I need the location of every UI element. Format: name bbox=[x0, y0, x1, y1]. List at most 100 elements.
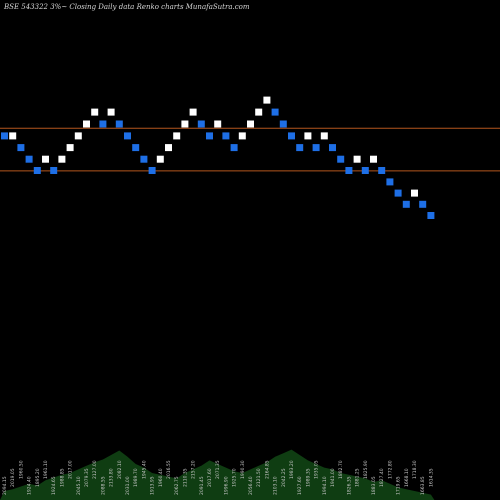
renko-brick-down bbox=[132, 144, 140, 152]
renko-brick-up bbox=[107, 108, 115, 116]
brick-price-label: 2164.85 bbox=[264, 460, 270, 479]
brick-price-label: 1924.65 bbox=[51, 476, 57, 495]
brick-price-label: 1927.60 bbox=[297, 476, 303, 495]
brick-price-label: 2088.55 bbox=[100, 476, 106, 495]
volume-area bbox=[0, 449, 435, 500]
renko-brick-down bbox=[50, 167, 58, 174]
chart-title: BSE 543322 3%~ Closing Daily data Renko … bbox=[4, 3, 250, 11]
renko-brick-down bbox=[271, 108, 279, 116]
renko-brick-up bbox=[353, 155, 361, 163]
renko-brick-up bbox=[66, 144, 74, 152]
renko-brick-up bbox=[156, 155, 164, 163]
renko-brick-down bbox=[402, 200, 410, 208]
brick-price-label: 1719.65 bbox=[396, 476, 402, 495]
renko-brick-down bbox=[288, 132, 295, 140]
brick-price-label: 1882.70 bbox=[338, 460, 344, 479]
renko-brick-down bbox=[337, 155, 345, 163]
brick-price-label: 2042.25 bbox=[281, 468, 287, 487]
renko-brick-up bbox=[411, 189, 418, 197]
renko-brick-up bbox=[9, 132, 17, 140]
brick-price-label: 2071.35 bbox=[215, 460, 221, 479]
brick-price-label: 1663.85 bbox=[420, 476, 426, 495]
brick-price-label: 2133.80 bbox=[109, 468, 115, 487]
brick-price-label: 2157.20 bbox=[191, 460, 197, 479]
renko-brick-down bbox=[206, 132, 213, 140]
renko-brick-up bbox=[42, 155, 49, 163]
renko-brick-up bbox=[74, 132, 82, 140]
brick-price-label: 1988.85 bbox=[59, 468, 65, 487]
brick-price-label: 1989.35 bbox=[305, 468, 311, 487]
renko-brick-up bbox=[181, 120, 189, 128]
brick-price-label: 2091.45 bbox=[199, 476, 205, 495]
renko-brick-down bbox=[1, 132, 8, 140]
renko-brick-up bbox=[238, 132, 246, 140]
renko-brick-down bbox=[197, 120, 205, 128]
brick-price-label: 1772.80 bbox=[387, 460, 393, 479]
brick-price-label: 2094.15 bbox=[2, 476, 8, 495]
brick-price-label: 2110.35 bbox=[182, 468, 188, 487]
renko-brick-up bbox=[189, 108, 197, 116]
brick-price-label: 2082.10 bbox=[117, 460, 123, 479]
renko-brick-down bbox=[394, 189, 402, 197]
brick-price-label: 2045.10 bbox=[76, 476, 82, 495]
brick-price-label: 1945.40 bbox=[141, 460, 147, 479]
renko-bricks bbox=[1, 96, 435, 219]
brick-price-label: 2121.50 bbox=[256, 468, 262, 487]
brick-price-label: 1718.30 bbox=[412, 460, 418, 479]
brick-price-label: 1983.20 bbox=[289, 460, 295, 479]
brick-price-label: 2127.00 bbox=[92, 460, 98, 479]
renko-brick-up bbox=[214, 120, 222, 128]
renko-brick-up bbox=[255, 108, 263, 116]
renko-brick-down bbox=[148, 167, 156, 174]
brick-price-label: 1913.95 bbox=[150, 476, 156, 495]
brick-price-label: 1941.00 bbox=[330, 468, 336, 487]
brick-price-label: 1895.20 bbox=[35, 468, 41, 487]
brick-price-label: 1994.10 bbox=[322, 476, 328, 495]
renko-brick-up bbox=[83, 120, 90, 128]
renko-brick-down bbox=[345, 167, 353, 174]
renko-brick-up bbox=[263, 96, 271, 104]
brick-price-label: 2016.55 bbox=[166, 460, 172, 479]
brick-price-label: 2079.35 bbox=[84, 468, 90, 487]
brick-price-label: 2017.60 bbox=[207, 468, 213, 487]
renko-brick-up bbox=[173, 132, 181, 140]
brick-price-label: 1924.40 bbox=[27, 476, 33, 495]
renko-brick-down bbox=[99, 120, 107, 128]
renko-brick-down bbox=[17, 144, 25, 152]
price-level-lines bbox=[0, 127, 500, 172]
brick-price-label: 2103.10 bbox=[273, 476, 279, 495]
renko-brick-down bbox=[279, 120, 287, 128]
brick-price-label: 2031.00 bbox=[125, 476, 131, 495]
volume-area-layer bbox=[0, 449, 435, 500]
renko-brick-up bbox=[91, 108, 99, 116]
brick-price-label: 1996.90 bbox=[223, 476, 229, 495]
renko-brick-down bbox=[427, 212, 435, 219]
renko-brick-down bbox=[25, 155, 33, 163]
renko-brick-down bbox=[378, 167, 386, 174]
brick-price-label: 1990.30 bbox=[240, 460, 246, 479]
brick-price-label: 2056.40 bbox=[248, 476, 254, 495]
brick-price-label: 1827.40 bbox=[379, 468, 385, 487]
renko-brick-down bbox=[386, 178, 394, 186]
renko-brick-down bbox=[329, 144, 336, 152]
brick-price-label: 1960.50 bbox=[18, 460, 24, 479]
brick-price-label: 1881.25 bbox=[355, 468, 361, 487]
renko-brick-up bbox=[304, 132, 312, 140]
renko-brick-up bbox=[247, 120, 254, 128]
brick-price-label: 1883.05 bbox=[371, 476, 377, 495]
brick-price-label: 1925.70 bbox=[232, 468, 238, 487]
brick-price-label: 2017.00 bbox=[68, 460, 74, 479]
renko-brick-down bbox=[419, 200, 427, 208]
brick-price-label: 2062.75 bbox=[174, 476, 180, 495]
brick-price-label: 1961.10 bbox=[43, 460, 49, 479]
renko-brick-down bbox=[124, 132, 131, 140]
renko-brick-up bbox=[370, 155, 377, 163]
renko-brick-down bbox=[230, 144, 238, 152]
brick-price-label: 1825.90 bbox=[363, 460, 369, 479]
renko-brick-down bbox=[361, 167, 369, 174]
renko-brick-up bbox=[58, 155, 66, 163]
renko-brick-up bbox=[320, 132, 328, 140]
brick-price-label: 2019.05 bbox=[10, 468, 16, 487]
